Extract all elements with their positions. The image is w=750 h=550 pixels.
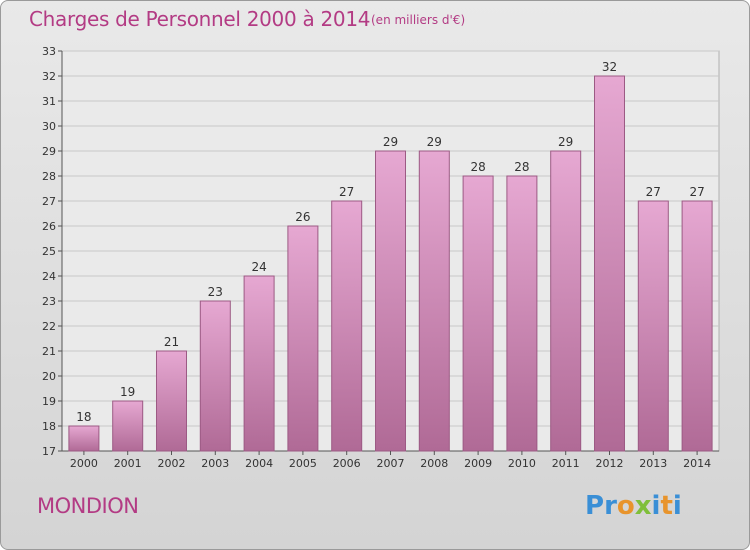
x-tick-label: 2007: [377, 457, 405, 470]
data-label: 21: [164, 335, 179, 349]
data-label: 27: [339, 185, 354, 199]
y-tick-label: 30: [42, 120, 56, 133]
bar: [594, 75, 625, 452]
bar: [550, 150, 582, 452]
logo-letter: o: [616, 491, 635, 521]
y-tick-label: 23: [42, 295, 56, 308]
y-tick-label: 31: [42, 95, 56, 108]
y-tick-label: 18: [42, 420, 56, 433]
logo-letter: i: [672, 491, 682, 521]
logo-letter: i: [651, 491, 661, 521]
y-tick-label: 25: [42, 245, 56, 258]
x-tick-label: 2014: [683, 457, 711, 470]
x-tick-label: 2001: [114, 457, 142, 470]
bar: [199, 300, 231, 452]
x-tick-label: 2003: [201, 457, 229, 470]
y-tick-label: 27: [42, 195, 56, 208]
y-tick-label: 17: [42, 445, 56, 458]
data-label: 28: [470, 160, 485, 174]
x-tick-label: 2013: [639, 457, 667, 470]
data-label: 28: [514, 160, 529, 174]
y-tick-label: 26: [42, 220, 56, 233]
chart-title: Charges de Personnel 2000 à 2014: [29, 7, 371, 31]
bar: [506, 175, 538, 452]
x-tick-label: 2006: [333, 457, 361, 470]
x-tick-label: 2008: [420, 457, 448, 470]
x-tick-label: 2005: [289, 457, 317, 470]
data-label: 29: [427, 135, 442, 149]
logo-letter: r: [604, 491, 617, 521]
x-tick-label: 2011: [552, 457, 580, 470]
data-label: 19: [120, 385, 135, 399]
bar: [243, 275, 275, 452]
bar: [68, 425, 100, 452]
data-label: 18: [76, 410, 91, 424]
data-label: 29: [558, 135, 573, 149]
bar: [418, 150, 450, 452]
data-label: 24: [251, 260, 266, 274]
x-tick-label: 2002: [158, 457, 186, 470]
data-label: 32: [602, 60, 617, 74]
x-tick-label: 2009: [464, 457, 492, 470]
x-tick-label: 2010: [508, 457, 536, 470]
proxiti-logo[interactable]: Proxiti: [585, 491, 682, 521]
data-label: 29: [383, 135, 398, 149]
logo-letter: t: [660, 491, 673, 521]
data-label: 26: [295, 210, 310, 224]
logo-letter: x: [634, 491, 652, 521]
y-tick-label: 21: [42, 345, 56, 358]
bar: [637, 200, 669, 452]
bar: [681, 200, 713, 452]
x-tick-label: 2004: [245, 457, 273, 470]
logo-letter: P: [585, 491, 605, 521]
y-tick-label: 19: [42, 395, 56, 408]
y-tick-label: 20: [42, 370, 56, 383]
data-label: 27: [646, 185, 661, 199]
bar: [331, 200, 363, 452]
y-tick-label: 28: [42, 170, 56, 183]
y-tick-label: 33: [42, 45, 56, 58]
commune-name: MONDION: [37, 494, 139, 518]
x-tick-label: 2000: [70, 457, 98, 470]
y-tick-label: 29: [42, 145, 56, 158]
bar: [112, 400, 144, 452]
data-label: 27: [689, 185, 704, 199]
bar: [287, 225, 319, 452]
chart-subtitle: (en milliers d'€): [371, 13, 466, 27]
y-tick-label: 22: [42, 320, 56, 333]
y-tick-label: 32: [42, 70, 56, 83]
bar: [462, 175, 494, 452]
data-label: 23: [208, 285, 223, 299]
x-tick-label: 2012: [596, 457, 624, 470]
bar: [156, 350, 187, 452]
y-tick-label: 24: [42, 270, 56, 283]
bar: [375, 150, 406, 452]
